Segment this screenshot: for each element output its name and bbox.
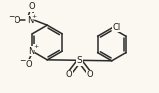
Text: N: N <box>27 16 33 25</box>
Text: +: + <box>33 44 39 49</box>
Text: O: O <box>87 70 93 79</box>
Text: O: O <box>66 70 72 79</box>
Text: −: − <box>8 12 15 21</box>
Text: O: O <box>13 16 20 25</box>
Text: +: + <box>32 13 37 19</box>
Text: N: N <box>28 47 35 56</box>
Text: S: S <box>77 56 82 65</box>
Text: O: O <box>28 2 35 11</box>
Text: −: − <box>19 56 26 65</box>
Text: O: O <box>25 60 32 69</box>
Text: Cl: Cl <box>112 23 121 32</box>
